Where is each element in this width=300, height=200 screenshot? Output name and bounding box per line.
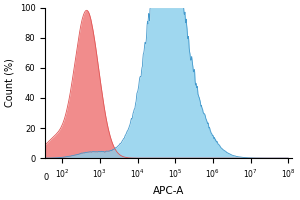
Text: 0: 0 [44,173,49,182]
Y-axis label: Count (%): Count (%) [4,58,14,107]
X-axis label: APC-A: APC-A [153,186,184,196]
